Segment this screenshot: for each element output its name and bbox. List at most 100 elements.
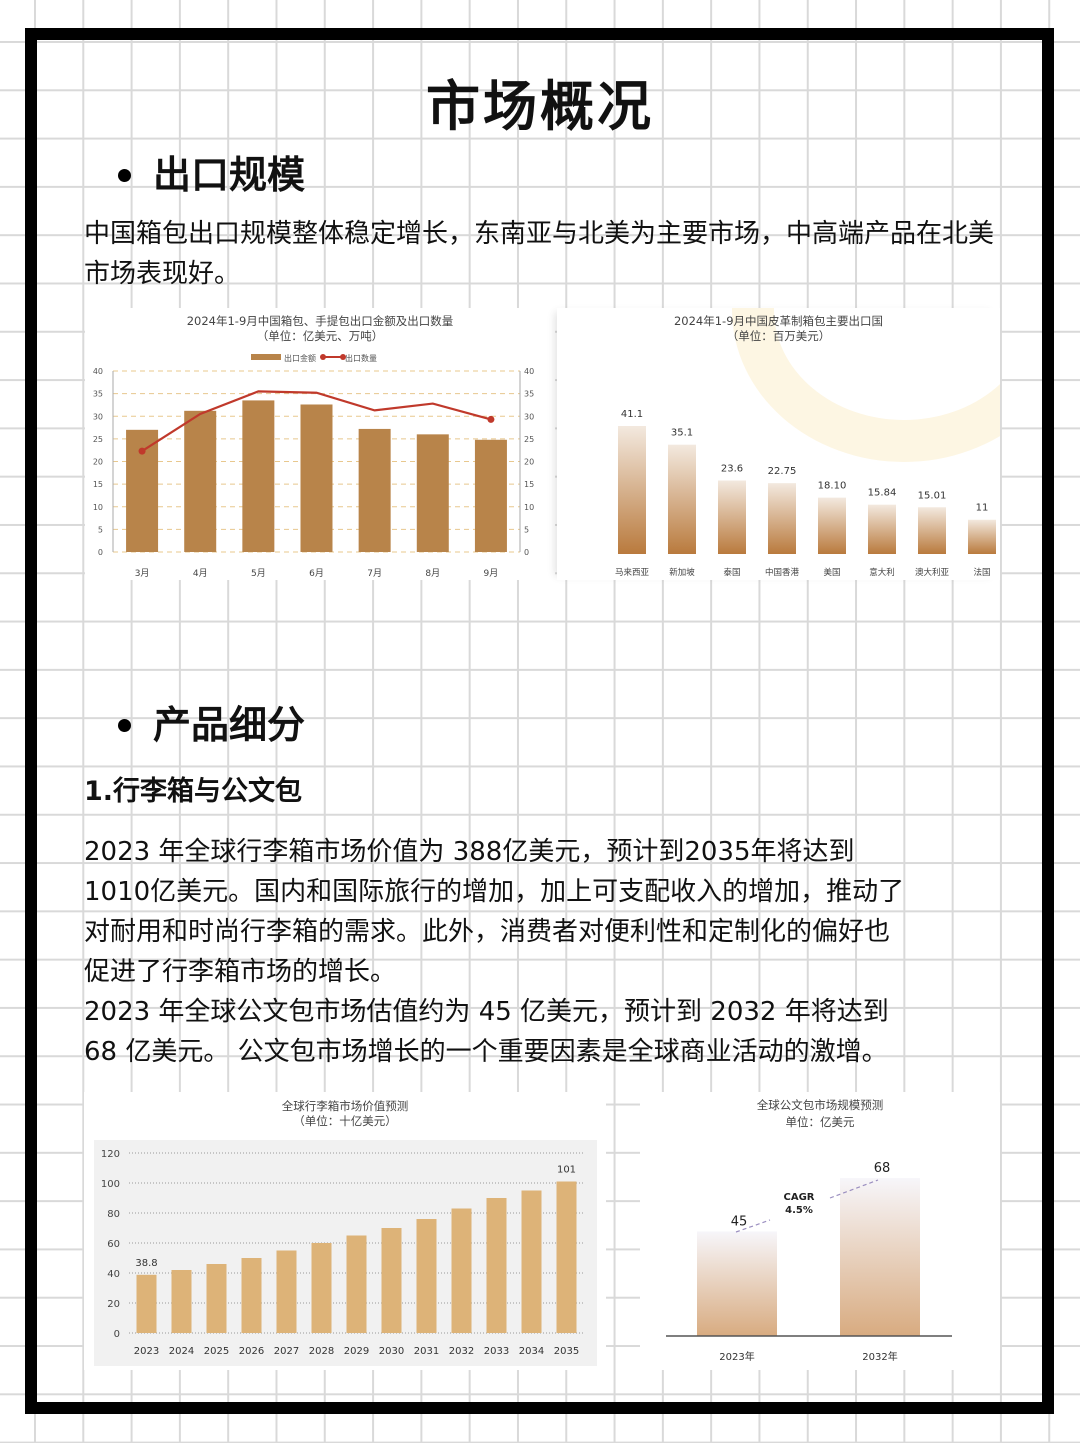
y2-tick-label: 0 bbox=[524, 548, 529, 557]
chart-title: 全球行李箱市场价值预测 bbox=[281, 1099, 409, 1113]
bar bbox=[451, 1208, 472, 1333]
bar bbox=[276, 1250, 297, 1333]
export-summary-paragraph: 中国箱包出口规模整体稳定增长，东南亚与北美为主要市场，中高端产品在北美市场表现好… bbox=[84, 219, 995, 289]
chart-title: 2024年1-9月中国皮革制箱包主要出口国 bbox=[673, 314, 884, 328]
paragraph-line: 对耐用和时尚行李箱的需求。此外，消费者对便利性和定制化的偏好也 bbox=[84, 917, 891, 947]
x-tick-label: 2032 bbox=[449, 1346, 474, 1357]
x-tick-label: 泰国 bbox=[723, 567, 740, 578]
chart-plot: 0 20 40 60 80 100 120 2023 38.8 2024 2025 2026 2027 2… bbox=[101, 1149, 584, 1357]
data-label: 68 bbox=[874, 1161, 891, 1176]
x-tick-label: 2024 bbox=[169, 1346, 194, 1357]
bar bbox=[868, 504, 896, 554]
chart-export-amount-volume: 2024年1-9月中国箱包、手提包出口金额及出口数量 （单位：亿美元、万吨） 出… bbox=[85, 308, 555, 580]
bar bbox=[474, 439, 507, 552]
section-heading-text: 产品细分 bbox=[153, 703, 306, 747]
x-tick-label: 8月 bbox=[425, 568, 440, 579]
data-label: 15.84 bbox=[868, 488, 897, 499]
bar bbox=[358, 428, 391, 552]
y2-tick-label: 40 bbox=[524, 367, 534, 376]
bar bbox=[300, 404, 333, 552]
x-tick-label: 2028 bbox=[309, 1346, 334, 1357]
x-tick-label: 2023 bbox=[134, 1346, 159, 1357]
section-heading-export: 出口规模 bbox=[118, 150, 305, 200]
data-label: 18.10 bbox=[818, 481, 847, 492]
data-label: 23.6 bbox=[721, 464, 743, 475]
bar bbox=[136, 1274, 157, 1333]
x-tick-label: 6月 bbox=[309, 568, 324, 579]
chart-plot: 41.1 马来西亚 35.1 新加坡 23.6 泰国 22.75 中国香港 18.10 美国 15.… bbox=[615, 409, 996, 578]
y2-tick-label: 20 bbox=[524, 458, 534, 467]
chart-subtitle: 单位：亿美元 bbox=[785, 1115, 855, 1129]
line-marker bbox=[138, 447, 146, 455]
bar bbox=[346, 1235, 367, 1333]
y-tick-label: 20 bbox=[93, 458, 103, 467]
x-tick-label: 意大利 bbox=[869, 567, 895, 578]
x-tick-label: 2026 bbox=[239, 1346, 264, 1357]
x-tick-label: 新加坡 bbox=[669, 567, 695, 578]
x-tick-label: 2027 bbox=[274, 1346, 299, 1357]
x-tick-label: 美国 bbox=[823, 567, 840, 578]
y2-tick-label: 5 bbox=[524, 525, 529, 534]
cagr-label: CAGR bbox=[784, 1192, 815, 1203]
chart-subtitle: （单位：亿美元、万吨） bbox=[256, 329, 384, 343]
y-tick-label: 60 bbox=[107, 1239, 120, 1250]
legend-swatch-bar bbox=[251, 354, 281, 360]
y-tick-label: 40 bbox=[93, 367, 103, 376]
chart-title: 2024年1-9月中国箱包、手提包出口金额及出口数量 bbox=[186, 314, 454, 328]
x-tick-label: 马来西亚 bbox=[615, 568, 650, 578]
x-tick-label: 2031 bbox=[414, 1346, 439, 1357]
y2-tick-label: 15 bbox=[524, 480, 534, 489]
chart-export-countries: 2024年1-9月中国皮革制箱包主要出口国 （单位：百万美元） 41.1 马来西亚… bbox=[557, 308, 1000, 580]
x-tick-label: 7月 bbox=[367, 568, 382, 579]
y-tick-label: 100 bbox=[101, 1179, 120, 1190]
bar bbox=[840, 1178, 920, 1336]
y-tick-label: 40 bbox=[107, 1269, 120, 1280]
bar bbox=[918, 507, 946, 554]
bar bbox=[556, 1181, 577, 1333]
y-tick-label: 80 bbox=[107, 1209, 120, 1220]
legend-marker bbox=[340, 354, 346, 360]
y2-tick-label: 35 bbox=[524, 390, 534, 399]
paragraph-line: 2023 年全球公文包市场估值约为 45 亿美元，预计到 2032 年将达到 bbox=[84, 997, 889, 1027]
bar bbox=[184, 410, 217, 552]
paragraph-line: 1010亿美元。国内和国际旅行的增加，加上可支配收入的增加，推动了 bbox=[84, 877, 905, 907]
paragraph-line: 2023 年全球行李箱市场价值为 388亿美元，预计到2035年将达到 bbox=[84, 837, 855, 867]
bar bbox=[486, 1198, 507, 1333]
y-tick-label: 0 bbox=[98, 548, 103, 557]
y-tick-label: 30 bbox=[93, 412, 103, 421]
trend-line bbox=[735, 1219, 771, 1233]
bar bbox=[242, 400, 275, 552]
bar bbox=[968, 519, 996, 554]
chart-plot: 45 2023年 68 2032年 CAGR 4.5% bbox=[666, 1161, 952, 1363]
bar bbox=[818, 497, 846, 554]
bullet-icon bbox=[118, 168, 131, 182]
y-tick-label: 5 bbox=[98, 525, 103, 534]
y2-tick-label: 30 bbox=[524, 412, 534, 421]
y-tick-label: 120 bbox=[101, 1149, 120, 1160]
y-tick-label: 0 bbox=[114, 1329, 120, 1340]
trend-line bbox=[829, 1179, 879, 1199]
bar bbox=[311, 1243, 332, 1333]
chart-briefcase-forecast: 全球公文包市场规模预测 单位：亿美元 45 2023年 68 2032年 CAGR 4.5… bbox=[640, 1092, 1000, 1370]
bar bbox=[768, 483, 796, 554]
bar bbox=[416, 434, 449, 552]
x-tick-label: 中国香港 bbox=[765, 567, 800, 578]
subsection-heading: 1.行李箱与公文包 bbox=[84, 776, 303, 807]
x-tick-label: 5月 bbox=[251, 568, 266, 579]
chart-plot: 出口金额 出口数量 0 0 5 5 10 10 15 15 20 20 25 25 30 30 35 35 40 40… bbox=[93, 353, 534, 579]
x-tick-label: 2023年 bbox=[719, 1350, 754, 1363]
x-tick-label: 4月 bbox=[193, 568, 208, 579]
bar bbox=[206, 1264, 227, 1333]
x-tick-label: 9月 bbox=[484, 568, 499, 579]
x-tick-label: 法国 bbox=[973, 567, 990, 578]
bar bbox=[416, 1219, 437, 1333]
data-label: 45 bbox=[731, 1214, 748, 1229]
page-frame bbox=[25, 28, 1054, 1414]
y-tick-label: 25 bbox=[93, 435, 103, 444]
bar bbox=[381, 1228, 402, 1333]
chart-title: 全球公文包市场规模预测 bbox=[756, 1098, 884, 1112]
section-heading-products: 产品细分 bbox=[118, 700, 305, 750]
chart-subtitle: （单位：百万美元） bbox=[726, 329, 831, 343]
section-heading-text: 出口规模 bbox=[153, 153, 306, 197]
x-tick-label: 2035 bbox=[554, 1346, 579, 1357]
